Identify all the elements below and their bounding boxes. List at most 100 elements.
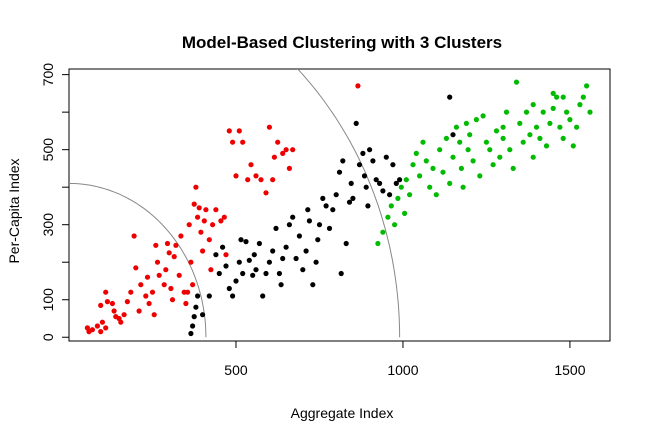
point-cluster-3 xyxy=(458,165,464,171)
point-cluster-1 xyxy=(103,325,109,331)
point-cluster-1 xyxy=(283,147,289,153)
point-cluster-2 xyxy=(300,267,306,273)
y-tick-label: 300 xyxy=(40,213,56,237)
point-cluster-3 xyxy=(527,132,533,138)
point-cluster-2 xyxy=(230,293,236,299)
point-cluster-3 xyxy=(523,109,530,115)
point-cluster-2 xyxy=(320,195,326,201)
point-cluster-2 xyxy=(266,259,272,265)
point-cluster-2 xyxy=(323,203,329,209)
point-cluster-2 xyxy=(240,270,246,277)
point-cluster-1 xyxy=(240,139,246,145)
point-cluster-1 xyxy=(280,150,286,156)
point-cluster-1 xyxy=(151,312,157,318)
y-tick-label: 500 xyxy=(40,138,56,162)
point-cluster-3 xyxy=(465,147,471,153)
point-cluster-1 xyxy=(133,265,139,271)
point-cluster-3 xyxy=(437,147,443,153)
point-cluster-1 xyxy=(121,312,127,318)
point-cluster-3 xyxy=(450,154,456,160)
point-cluster-1 xyxy=(203,207,209,213)
point-cluster-2 xyxy=(361,173,368,179)
point-cluster-1 xyxy=(109,300,115,307)
point-cluster-3 xyxy=(427,184,433,190)
point-cluster-2 xyxy=(303,248,309,254)
point-cluster-3 xyxy=(520,139,526,145)
point-cluster-2 xyxy=(397,177,403,183)
point-cluster-3 xyxy=(375,240,381,247)
point-cluster-2 xyxy=(223,263,229,269)
y-axis-label: Per-Capita Index xyxy=(6,158,22,263)
point-cluster-1 xyxy=(153,242,159,248)
x-axis: 500 1000 1500 xyxy=(224,341,586,378)
point-cluster-1 xyxy=(143,293,149,299)
point-cluster-3 xyxy=(417,173,423,179)
point-cluster-2 xyxy=(193,304,199,310)
point-cluster-2 xyxy=(346,199,353,205)
point-cluster-2 xyxy=(191,314,197,320)
point-cluster-2 xyxy=(286,222,292,228)
point-cluster-2 xyxy=(283,244,289,250)
point-cluster-1 xyxy=(161,282,167,288)
point-cluster-3 xyxy=(423,158,429,164)
point-cluster-2 xyxy=(290,214,296,220)
point-cluster-3 xyxy=(470,158,476,164)
point-cluster-3 xyxy=(584,83,590,89)
point-cluster-2 xyxy=(305,207,311,213)
point-cluster-1 xyxy=(94,323,100,329)
point-cluster-3 xyxy=(550,105,556,111)
point-cluster-3 xyxy=(407,192,413,198)
point-cluster-3 xyxy=(543,143,550,149)
point-cluster-3 xyxy=(480,113,486,119)
point-cluster-1 xyxy=(233,173,239,179)
point-cluster-2 xyxy=(213,252,219,258)
boundary-arc-1 xyxy=(69,182,207,338)
point-cluster-3 xyxy=(403,177,409,183)
y-tick-label: 0 xyxy=(40,333,56,341)
point-cluster-1 xyxy=(286,165,292,171)
point-cluster-2 xyxy=(365,203,371,209)
point-cluster-1 xyxy=(168,285,174,292)
point-cluster-3 xyxy=(443,135,449,141)
point-cluster-2 xyxy=(195,293,201,299)
point-cluster-2 xyxy=(338,270,344,277)
point-cluster-2 xyxy=(330,207,336,213)
point-cluster-3 xyxy=(560,135,566,141)
point-cluster-1 xyxy=(206,237,212,243)
point-cluster-1 xyxy=(213,207,219,213)
point-cluster-1 xyxy=(166,250,172,256)
point-cluster-1 xyxy=(236,128,242,134)
point-cluster-2 xyxy=(246,257,252,263)
point-cluster-3 xyxy=(533,124,540,130)
point-cluster-1 xyxy=(190,282,196,288)
point-cluster-2 xyxy=(256,240,262,247)
point-cluster-1 xyxy=(188,259,194,265)
point-cluster-2 xyxy=(380,188,386,194)
point-cluster-1 xyxy=(164,240,171,247)
point-cluster-1 xyxy=(163,267,169,273)
point-cluster-3 xyxy=(453,124,459,130)
point-cluster-3 xyxy=(557,124,563,130)
point-cluster-1 xyxy=(169,297,176,303)
y-tick-label: 100 xyxy=(40,288,56,312)
point-cluster-3 xyxy=(517,120,523,126)
point-cluster-1 xyxy=(111,308,117,314)
point-cluster-1 xyxy=(275,139,281,145)
point-cluster-3 xyxy=(457,139,463,145)
point-cluster-1 xyxy=(186,222,192,228)
point-cluster-2 xyxy=(353,120,359,126)
point-cluster-3 xyxy=(420,139,426,145)
point-cluster-1 xyxy=(198,229,204,235)
point-cluster-3 xyxy=(447,180,453,186)
y-axis: 0 100 300 500 700 xyxy=(40,63,69,341)
point-cluster-3 xyxy=(402,210,408,216)
point-cluster-2 xyxy=(310,282,316,288)
point-cluster-1 xyxy=(266,124,272,130)
point-cluster-1 xyxy=(271,154,277,160)
point-cluster-3 xyxy=(577,102,583,108)
data-points xyxy=(84,79,593,337)
point-cluster-1 xyxy=(263,190,269,196)
point-cluster-1 xyxy=(131,233,137,239)
point-cluster-1 xyxy=(230,139,236,145)
